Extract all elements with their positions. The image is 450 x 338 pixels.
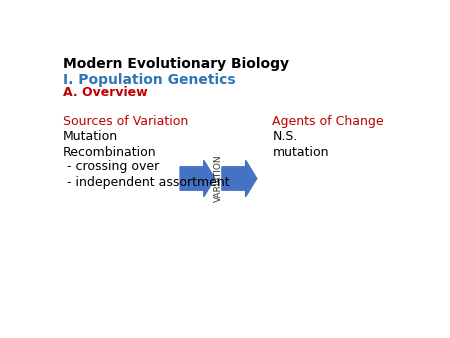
Text: A. Overview: A. Overview [63, 86, 148, 99]
FancyArrow shape [222, 160, 257, 197]
Text: Agents of Change: Agents of Change [273, 115, 384, 128]
Text: - crossing over: - crossing over [63, 160, 159, 173]
Text: I. Population Genetics: I. Population Genetics [63, 73, 236, 87]
FancyArrow shape [180, 160, 215, 197]
Text: Sources of Variation: Sources of Variation [63, 115, 189, 128]
Text: N.S.: N.S. [273, 130, 298, 143]
Text: Mutation: Mutation [63, 130, 118, 143]
Text: mutation: mutation [273, 146, 329, 159]
Text: - independent assortment: - independent assortment [63, 176, 230, 189]
Text: VARIATION: VARIATION [214, 155, 223, 202]
Text: Modern Evolutionary Biology: Modern Evolutionary Biology [63, 57, 289, 71]
Text: Recombination: Recombination [63, 146, 157, 159]
